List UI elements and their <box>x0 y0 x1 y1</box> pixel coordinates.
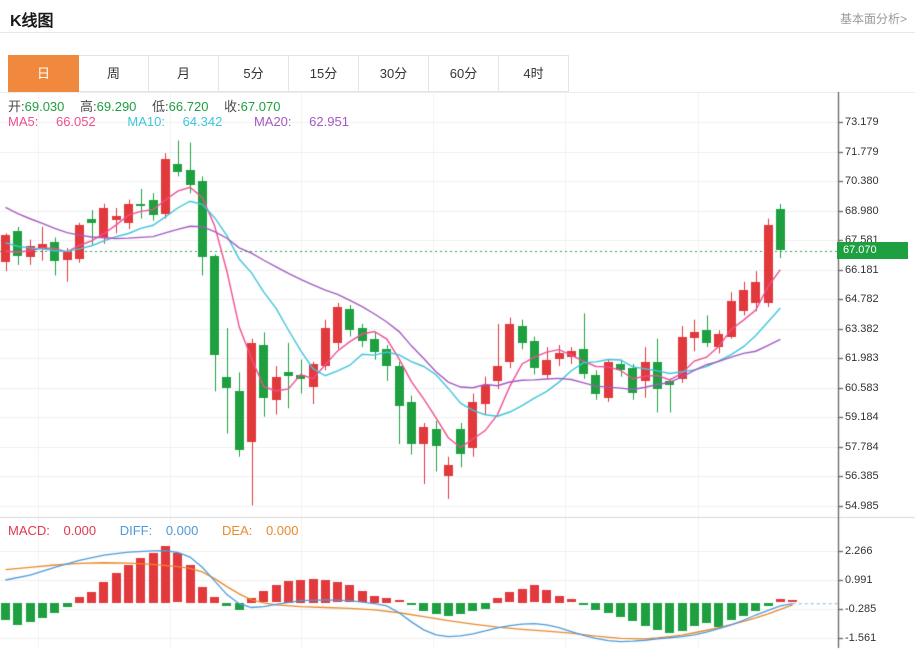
y-axis-label: 66.181 <box>845 263 879 276</box>
y-axis-label: 68.980 <box>845 204 879 217</box>
open-label: 开: <box>8 99 25 114</box>
y-axis-label: 71.779 <box>845 145 879 158</box>
y-axis-label: 2.266 <box>845 545 873 557</box>
tab-4时[interactable]: 4时 <box>499 55 569 92</box>
ma-legend: MA5: 66.052 MA10: 64.342 MA20: 62.951 <box>8 114 377 129</box>
y-axis-label: 54.985 <box>845 499 879 512</box>
y-axis-label: 59.184 <box>845 411 879 423</box>
last-price-tag: 67.070 <box>837 242 908 259</box>
y-axis-label: 61.983 <box>845 352 879 364</box>
tab-周[interactable]: 周 <box>79 55 149 92</box>
fundamental-analysis-link[interactable]: 基本面分析> <box>839 12 907 26</box>
y-axis-label: -0.285 <box>845 603 877 615</box>
close-label: 收: <box>224 99 241 114</box>
header-divider <box>0 32 915 33</box>
tab-15分[interactable]: 15分 <box>289 55 359 92</box>
tab-60分[interactable]: 60分 <box>429 55 499 92</box>
ma20-legend: MA20: 62.951 <box>253 114 349 129</box>
high-value: 69.290 <box>96 99 137 114</box>
ma10-legend: MA10: 64.342 <box>127 114 223 129</box>
high-label: 高: <box>80 99 97 114</box>
tab-日[interactable]: 日 <box>8 55 79 92</box>
dea-value-legend: DEA: 0.000 <box>221 523 299 538</box>
ohlc-legend: 开:69.030 高:69.290 低:66.720 收:67.070 <box>8 96 292 115</box>
tab-5分[interactable]: 5分 <box>219 55 289 92</box>
y-axis-label: 56.385 <box>845 470 879 482</box>
macd-value-legend: MACD: 0.000 <box>8 523 97 538</box>
ma5-legend: MA5: 66.052 <box>8 114 96 129</box>
y-axis-label: 60.583 <box>845 381 879 394</box>
open-value: 69.030 <box>24 99 65 114</box>
y-axis-label: 63.382 <box>845 322 879 335</box>
y-axis-label: 70.380 <box>845 175 879 187</box>
macd-legend: MACD: 0.000 DIFF: 0.000 DEA: 0.000 <box>8 523 319 538</box>
close-value: 67.070 <box>240 99 281 114</box>
interval-tab-bar: 日周月 5分 15分 30分 60分 4时 <box>8 55 569 92</box>
tab-30分[interactable]: 30分 <box>359 55 429 92</box>
low-label: 低: <box>152 99 169 114</box>
tab-月[interactable]: 月 <box>149 55 219 92</box>
kline-chart-canvas[interactable] <box>0 90 915 650</box>
y-axis-label: -1.561 <box>845 632 877 644</box>
page-title: K线图 <box>10 13 54 30</box>
diff-value-legend: DIFF: 0.000 <box>119 523 199 538</box>
y-axis-label: 0.991 <box>845 573 873 586</box>
header: K线图 基本面分析> <box>0 0 915 32</box>
low-value: 66.720 <box>168 99 209 114</box>
chart-area: 开:69.030 高:69.290 低:66.720 收:67.070 MA5:… <box>0 90 915 650</box>
y-axis-label: 73.179 <box>845 116 879 128</box>
y-axis-label: 64.782 <box>845 293 879 305</box>
y-axis-label: 57.784 <box>845 440 879 453</box>
